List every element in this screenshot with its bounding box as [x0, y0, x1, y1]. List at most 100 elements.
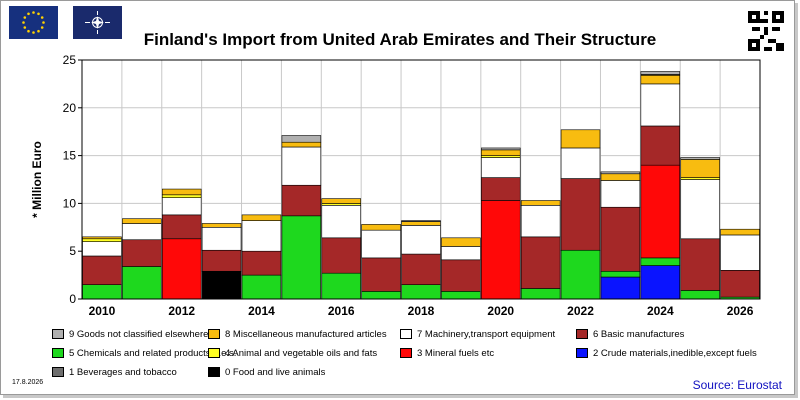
legend-label: 5 Chemicals and related products,n.e.s.	[69, 348, 237, 359]
bar-layer	[82, 71, 760, 300]
x-tick-label: 2012	[168, 304, 195, 318]
legend-label: 6 Basic manufactures	[593, 329, 685, 340]
bar-segment	[122, 223, 162, 241]
legend-label: 7 Machinery,transport equipment	[417, 329, 556, 340]
bar-segment	[600, 276, 641, 300]
legend-swatch	[52, 367, 64, 377]
axis-layer: 0 5 10 15 20 25 2010 2012 2014 2016 2018 2020 2022 20…	[30, 53, 761, 318]
legend-swatch	[208, 329, 220, 339]
legend-label: 8 Miscellaneous manufactured articles	[225, 329, 387, 340]
nato-flag-icon	[73, 6, 122, 39]
legend-swatch	[52, 348, 64, 358]
bar-segment	[401, 221, 441, 226]
legend-label: 2 Crude materials,inedible,except fuels	[593, 348, 757, 359]
x-tick-label: 2018	[408, 304, 435, 318]
bar-segment	[481, 147, 521, 151]
bar-segment	[720, 228, 760, 236]
legend-item: 7 Machinery,transport equipment	[400, 329, 555, 340]
legend-item: 2 Crude materials,inedible,except fuels	[576, 348, 757, 359]
bar-segment	[640, 74, 681, 85]
legend-item: 3 Mineral fuels etc	[400, 348, 494, 359]
bar-segment	[680, 238, 720, 291]
x-tick-label: 2016	[328, 304, 355, 318]
legend-item: 6 Basic manufactures	[576, 329, 684, 340]
bar-segment	[161, 197, 202, 216]
bar-segment	[520, 200, 561, 206]
bar-segment	[600, 173, 641, 181]
x-tick-label: 2022	[567, 304, 594, 318]
date-stamp: 17.8.2026	[12, 379, 44, 386]
bar-segment	[281, 146, 322, 186]
bar-segment	[680, 179, 720, 240]
bar-segment	[241, 214, 282, 221]
bar-segment	[680, 157, 720, 160]
x-tick-label: 2024	[647, 304, 674, 318]
legend-swatch	[52, 329, 64, 339]
bar-segment	[161, 188, 202, 196]
y-tick-label: 20	[63, 101, 77, 115]
bar-segment	[361, 257, 401, 292]
y-tick-label: 15	[63, 149, 77, 163]
bar-segment	[161, 214, 202, 240]
y-tick-label: 25	[63, 53, 77, 67]
bar-segment	[361, 229, 401, 259]
bar-segment	[640, 125, 681, 166]
bar-segment	[560, 178, 601, 251]
x-tick-label: 2010	[89, 304, 116, 318]
bar-segment	[680, 290, 720, 300]
bar-segment	[560, 147, 601, 179]
x-tick-label: 2020	[487, 304, 514, 318]
bar-segment	[321, 237, 361, 274]
legend-item: 1 Beverages and tobacco	[52, 367, 177, 378]
bar-segment	[201, 227, 242, 251]
bar-segment	[281, 215, 322, 300]
bar-segment	[241, 250, 282, 276]
legend-label: 4 Animal and vegetable oils and fats	[225, 348, 378, 359]
bar-segment	[441, 291, 481, 300]
legend-label: 9 Goods not classified elsewhere	[69, 329, 209, 340]
legend-label: 1 Beverages and tobacco	[69, 367, 177, 378]
bar-segment	[361, 224, 401, 231]
bar-segment	[401, 284, 441, 300]
bar-segment	[401, 225, 441, 255]
bar-segment	[122, 266, 162, 300]
x-tick-label: 2014	[248, 304, 275, 318]
bar-segment	[640, 164, 681, 259]
y-tick-label: 5	[69, 244, 76, 258]
bar-segment	[640, 257, 681, 266]
bar-segment	[441, 246, 481, 261]
legend-swatch	[576, 348, 588, 358]
plot-border	[81, 59, 761, 300]
bar-segment	[161, 238, 202, 300]
bar-segment	[82, 238, 122, 242]
bar-segment	[281, 135, 322, 143]
bar-segment	[560, 129, 601, 149]
chart-title: Finland's Import from United Arab Emirat…	[143, 30, 657, 49]
y-tick-label: 10	[63, 196, 77, 210]
bar-segment	[241, 220, 282, 252]
eu-flag-icon	[9, 6, 58, 39]
bar-segment	[441, 237, 481, 247]
bar-segment	[441, 259, 481, 292]
bar-segment	[401, 220, 441, 222]
bar-segment	[161, 194, 202, 198]
legend-label: 3 Mineral fuels etc	[417, 348, 495, 359]
bar-segment	[481, 149, 521, 156]
bar-segment	[680, 159, 720, 178]
source-label: Source: Eurostat	[692, 378, 782, 392]
bar-segment	[122, 218, 162, 224]
legend-item: 5 Chemicals and related products,n.e.s.	[52, 348, 236, 359]
bar-segment	[82, 284, 122, 300]
legend-item: 0 Food and live animals	[208, 367, 325, 378]
legend-item: 9 Goods not classified elsewhere	[52, 329, 208, 340]
bar-segment	[640, 71, 681, 75]
bar-segment	[600, 270, 641, 278]
bar-segment	[520, 236, 561, 289]
legend-swatch	[208, 348, 220, 358]
bar-segment	[640, 265, 681, 300]
bar-segment	[520, 205, 561, 238]
bar-segment	[481, 177, 521, 201]
qr-code-icon[interactable]	[748, 11, 784, 51]
bar-segment	[361, 291, 401, 300]
bar-segment	[82, 236, 122, 240]
